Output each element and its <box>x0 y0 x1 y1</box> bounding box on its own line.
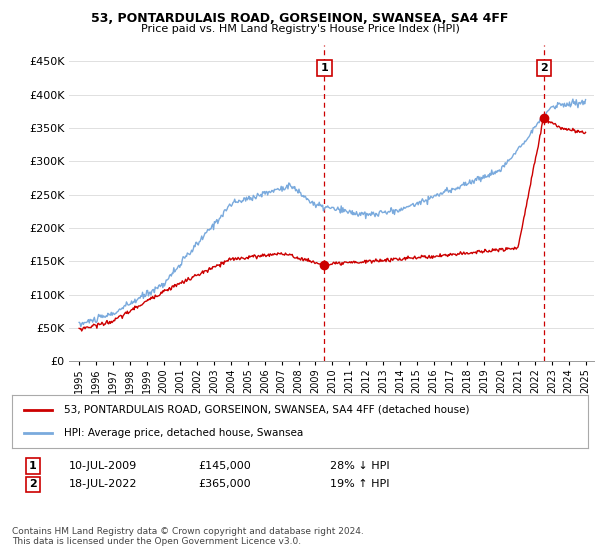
Text: 1: 1 <box>29 461 37 471</box>
Text: 28% ↓ HPI: 28% ↓ HPI <box>330 461 389 471</box>
Text: 10-JUL-2009: 10-JUL-2009 <box>69 461 137 471</box>
Text: 18-JUL-2022: 18-JUL-2022 <box>69 479 137 489</box>
Text: 19% ↑ HPI: 19% ↑ HPI <box>330 479 389 489</box>
Text: 2: 2 <box>29 479 37 489</box>
Text: HPI: Average price, detached house, Swansea: HPI: Average price, detached house, Swan… <box>64 428 303 438</box>
Text: £365,000: £365,000 <box>198 479 251 489</box>
Text: 2: 2 <box>540 63 548 73</box>
Text: 1: 1 <box>320 63 328 73</box>
Text: £145,000: £145,000 <box>198 461 251 471</box>
Text: 53, PONTARDULAIS ROAD, GORSEINON, SWANSEA, SA4 4FF: 53, PONTARDULAIS ROAD, GORSEINON, SWANSE… <box>91 12 509 25</box>
Text: Contains HM Land Registry data © Crown copyright and database right 2024.
This d: Contains HM Land Registry data © Crown c… <box>12 526 364 546</box>
Text: 53, PONTARDULAIS ROAD, GORSEINON, SWANSEA, SA4 4FF (detached house): 53, PONTARDULAIS ROAD, GORSEINON, SWANSE… <box>64 405 469 415</box>
Text: Price paid vs. HM Land Registry's House Price Index (HPI): Price paid vs. HM Land Registry's House … <box>140 24 460 34</box>
